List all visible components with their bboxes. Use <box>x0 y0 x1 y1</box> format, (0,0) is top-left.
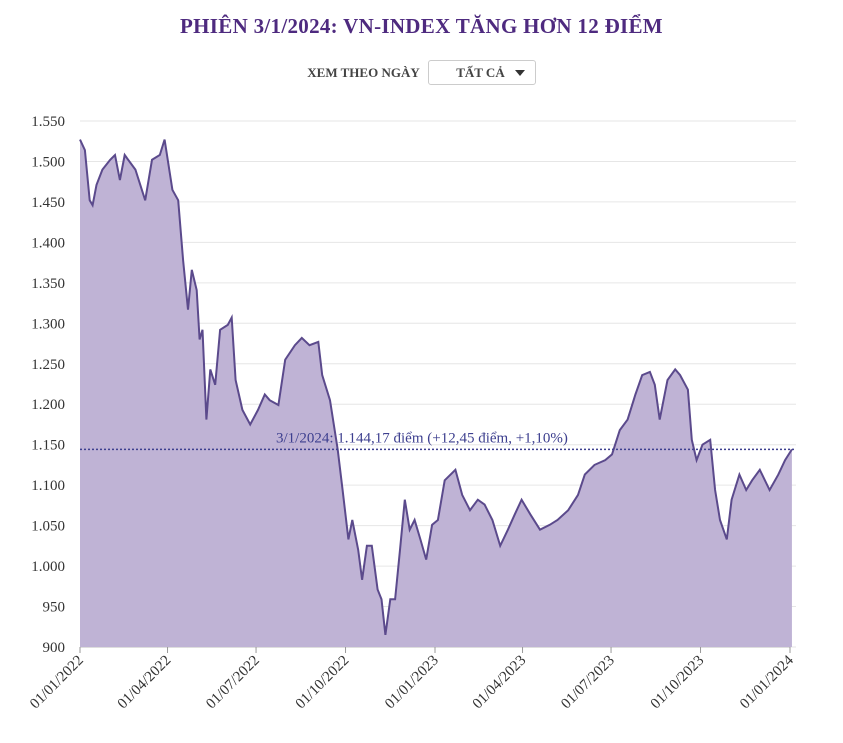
range-select[interactable]: TẤT CẢ <box>427 60 536 85</box>
y-tick-label: 1.250 <box>31 357 65 373</box>
x-tick-label: 01/07/2022 <box>203 653 263 713</box>
series-line <box>79 139 793 636</box>
y-tick-label: 950 <box>43 600 66 616</box>
x-tick-label: 01/01/2023 <box>382 653 442 713</box>
y-tick-label: 1.000 <box>31 559 65 575</box>
y-tick-label: 1.100 <box>31 478 65 494</box>
y-tick-label: 1.550 <box>31 114 65 130</box>
y-tick-label: 1.350 <box>31 276 65 292</box>
date-filter: XEM THEO NGÀY TẤT CẢ <box>0 60 843 85</box>
x-tick-label: 01/10/2022 <box>293 653 353 713</box>
x-tick-label: 01/01/2022 <box>27 653 87 713</box>
chart-title: PHIÊN 3/1/2024: VN-INDEX TĂNG HƠN 12 ĐIỂ… <box>180 14 663 38</box>
x-tick-label: 01/04/2022 <box>115 653 175 713</box>
y-tick-label: 1.450 <box>31 195 65 211</box>
x-tick-label: 01/01/2024 <box>737 652 797 712</box>
y-tick-label: 1.300 <box>31 316 65 332</box>
caret-down-icon <box>514 69 525 76</box>
y-tick-label: 1.500 <box>31 154 65 170</box>
y-tick-label: 900 <box>43 640 66 656</box>
x-tick-label: 01/10/2023 <box>648 653 708 713</box>
y-tick-label: 1.400 <box>31 235 65 251</box>
reference-label: 3/1/2024: 1.144,17 điểm (+12,45 điểm, +1… <box>276 430 568 446</box>
y-tick-label: 1.050 <box>31 519 65 535</box>
area-fill <box>80 139 792 647</box>
range-select-value: TẤT CẢ <box>456 64 505 80</box>
y-tick-label: 1.150 <box>31 438 65 454</box>
y-tick-label: 1.200 <box>31 397 65 413</box>
x-tick-label: 01/04/2023 <box>470 653 530 713</box>
x-tick-label: 01/07/2023 <box>558 653 618 713</box>
filter-label: XEM THEO NGÀY <box>307 64 420 80</box>
